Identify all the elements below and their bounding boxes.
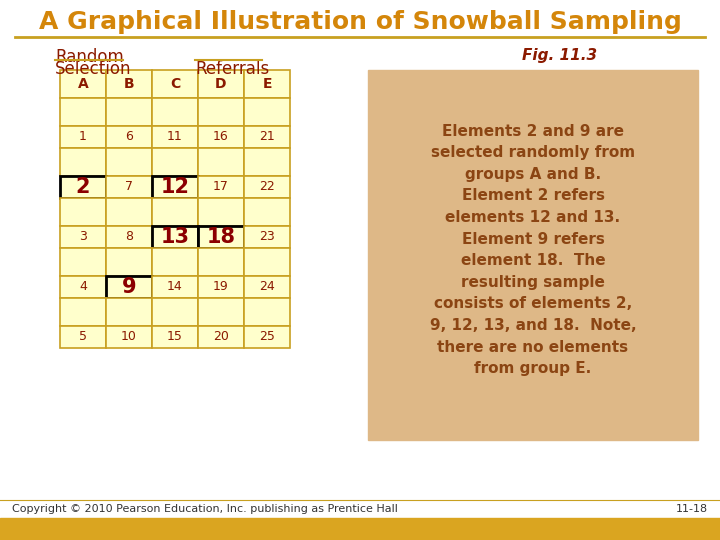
- Text: C: C: [170, 77, 180, 91]
- Bar: [244, 326, 290, 348]
- Bar: [106, 298, 152, 326]
- Bar: [152, 176, 198, 198]
- Text: Referrals: Referrals: [195, 60, 269, 78]
- Bar: [198, 226, 244, 248]
- Bar: [244, 148, 290, 176]
- Text: 9: 9: [122, 277, 136, 297]
- Bar: [198, 326, 244, 348]
- Text: B: B: [124, 77, 135, 91]
- Text: Elements 2 and 9 are
selected randomly from
groups A and B.
Element 2 refers
ele: Elements 2 and 9 are selected randomly f…: [430, 124, 636, 376]
- Bar: [106, 226, 152, 248]
- Bar: [244, 126, 290, 148]
- Text: E: E: [262, 77, 271, 91]
- Text: 15: 15: [167, 330, 183, 343]
- Bar: [152, 248, 198, 276]
- Bar: [198, 198, 244, 226]
- Text: 20: 20: [213, 330, 229, 343]
- Text: 4: 4: [79, 280, 87, 294]
- Text: Copyright © 2010 Pearson Education, Inc. publishing as Prentice Hall: Copyright © 2010 Pearson Education, Inc.…: [12, 504, 398, 514]
- Bar: [152, 326, 198, 348]
- Text: 17: 17: [213, 180, 229, 193]
- Bar: [368, 70, 698, 440]
- Text: 10: 10: [121, 330, 137, 343]
- Bar: [244, 176, 290, 198]
- Bar: [60, 226, 106, 248]
- Bar: [106, 248, 152, 276]
- Text: 7: 7: [125, 180, 133, 193]
- Text: 24: 24: [259, 280, 275, 294]
- Text: Random: Random: [55, 48, 124, 66]
- Bar: [60, 198, 106, 226]
- Bar: [152, 70, 198, 98]
- Bar: [106, 276, 152, 298]
- Bar: [198, 126, 244, 148]
- Bar: [244, 298, 290, 326]
- Text: A: A: [78, 77, 89, 91]
- Bar: [198, 176, 244, 198]
- Bar: [198, 276, 244, 298]
- Bar: [106, 126, 152, 148]
- Bar: [152, 298, 198, 326]
- Text: D: D: [215, 77, 227, 91]
- Text: 16: 16: [213, 131, 229, 144]
- Text: 14: 14: [167, 280, 183, 294]
- Bar: [106, 70, 152, 98]
- Bar: [244, 276, 290, 298]
- Bar: [106, 98, 152, 126]
- Bar: [198, 298, 244, 326]
- Text: 25: 25: [259, 330, 275, 343]
- Bar: [198, 248, 244, 276]
- Bar: [60, 98, 106, 126]
- Bar: [60, 70, 106, 98]
- Bar: [244, 226, 290, 248]
- Bar: [60, 176, 106, 198]
- Text: A Graphical Illustration of Snowball Sampling: A Graphical Illustration of Snowball Sam…: [39, 10, 681, 34]
- Bar: [198, 98, 244, 126]
- Text: 22: 22: [259, 180, 275, 193]
- Bar: [60, 126, 106, 148]
- Bar: [198, 70, 244, 98]
- Bar: [198, 148, 244, 176]
- Bar: [60, 248, 106, 276]
- Text: 18: 18: [207, 227, 235, 247]
- Text: 8: 8: [125, 231, 133, 244]
- Text: 19: 19: [213, 280, 229, 294]
- Text: 11: 11: [167, 131, 183, 144]
- Bar: [244, 98, 290, 126]
- Bar: [244, 70, 290, 98]
- Bar: [152, 226, 198, 248]
- Text: 6: 6: [125, 131, 133, 144]
- Text: 21: 21: [259, 131, 275, 144]
- Bar: [60, 148, 106, 176]
- Bar: [106, 176, 152, 198]
- Text: 12: 12: [161, 177, 189, 197]
- Bar: [106, 198, 152, 226]
- Text: 5: 5: [79, 330, 87, 343]
- Bar: [152, 98, 198, 126]
- Bar: [152, 276, 198, 298]
- Text: 1: 1: [79, 131, 87, 144]
- Bar: [60, 276, 106, 298]
- Text: 11-18: 11-18: [676, 504, 708, 514]
- Bar: [152, 126, 198, 148]
- Bar: [60, 326, 106, 348]
- Text: 3: 3: [79, 231, 87, 244]
- Text: 2: 2: [76, 177, 90, 197]
- Bar: [152, 198, 198, 226]
- Bar: [60, 298, 106, 326]
- Bar: [0, 518, 720, 540]
- Text: Fig. 11.3: Fig. 11.3: [523, 48, 598, 63]
- Text: 23: 23: [259, 231, 275, 244]
- Text: 13: 13: [161, 227, 189, 247]
- Bar: [152, 148, 198, 176]
- Bar: [106, 326, 152, 348]
- Bar: [244, 198, 290, 226]
- Text: Selection: Selection: [55, 60, 132, 78]
- Bar: [244, 248, 290, 276]
- Bar: [106, 148, 152, 176]
